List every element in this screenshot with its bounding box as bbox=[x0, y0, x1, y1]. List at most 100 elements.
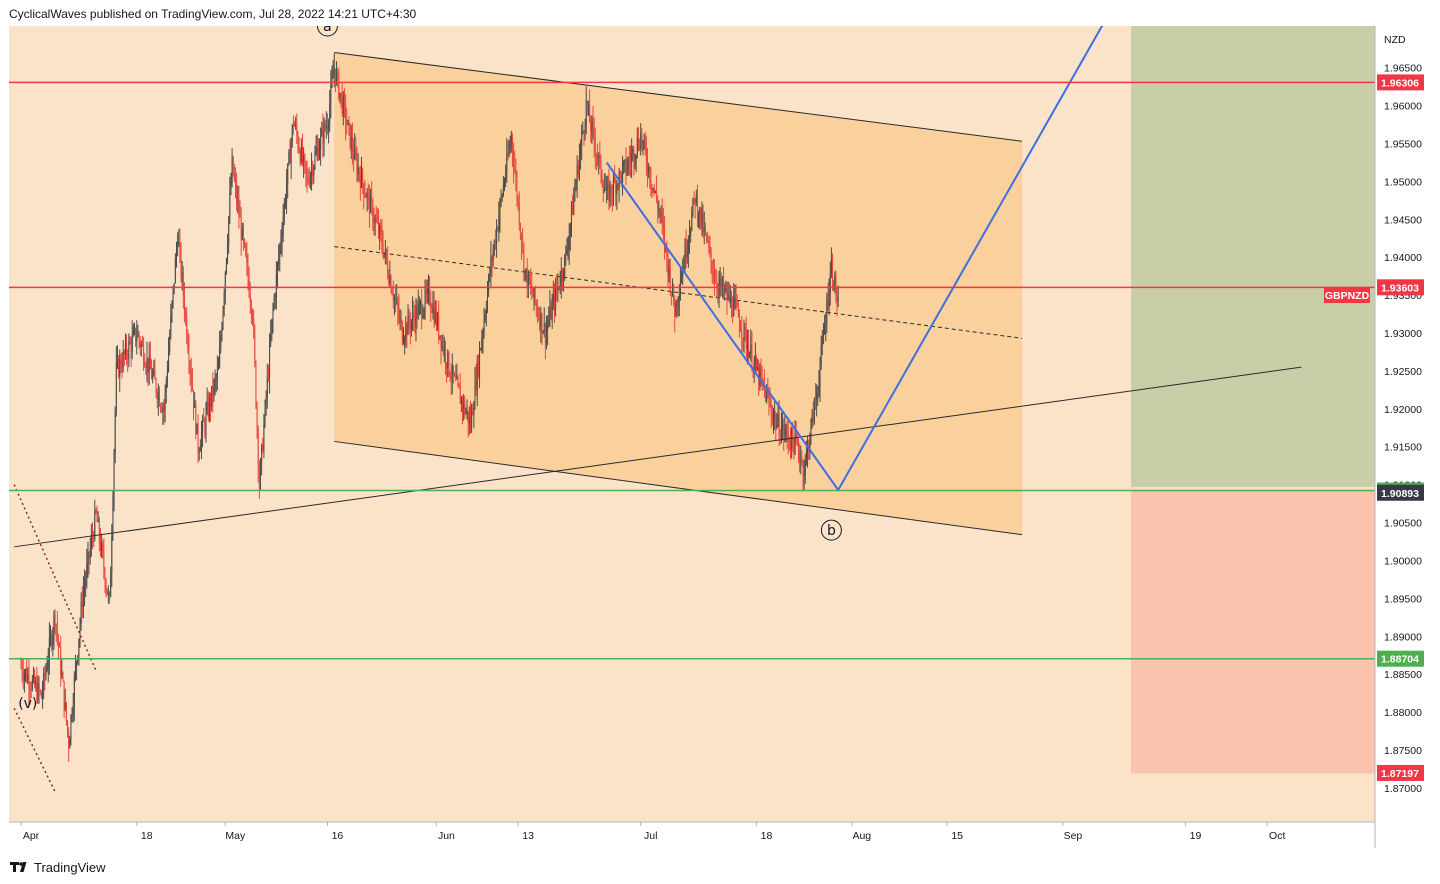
candle-body bbox=[164, 390, 166, 410]
time-tick-label: Apr bbox=[23, 830, 40, 842]
candle-body bbox=[433, 305, 435, 323]
candle-body bbox=[292, 125, 294, 127]
candle-body bbox=[816, 393, 818, 401]
candle-body bbox=[670, 291, 672, 293]
candle-body bbox=[376, 221, 378, 223]
candle-body bbox=[111, 536, 113, 574]
candle-body bbox=[174, 258, 176, 283]
price-badges: 1.963061.936031.909221.887041.908931.871… bbox=[1324, 74, 1424, 781]
candle-body bbox=[418, 302, 420, 305]
candle-body bbox=[800, 460, 802, 463]
candle-body bbox=[155, 379, 157, 393]
tradingview-footer[interactable]: TradingView bbox=[10, 858, 106, 876]
candle-body bbox=[347, 120, 349, 125]
wave-label-circle bbox=[820, 519, 842, 541]
candle-body bbox=[809, 439, 811, 452]
candle-body bbox=[131, 335, 133, 352]
candle-body bbox=[397, 300, 399, 310]
candle-body bbox=[299, 151, 301, 162]
candle-body bbox=[577, 165, 579, 176]
candle-body bbox=[102, 543, 104, 553]
candle-body bbox=[372, 202, 374, 223]
candle-body bbox=[606, 186, 608, 191]
candle-body bbox=[592, 120, 594, 128]
candle-body bbox=[270, 335, 272, 345]
candle-body bbox=[221, 327, 223, 338]
candle-body bbox=[510, 135, 512, 145]
candle-body bbox=[395, 297, 397, 301]
candle-body bbox=[202, 419, 204, 433]
candle-body bbox=[699, 207, 701, 217]
candle-body bbox=[683, 267, 685, 269]
candle-body bbox=[710, 249, 712, 262]
candle-body bbox=[751, 344, 753, 369]
candle-body bbox=[709, 247, 711, 250]
candle-body bbox=[522, 244, 524, 246]
candle-body bbox=[684, 244, 686, 268]
candle-body bbox=[73, 676, 75, 706]
candle-body bbox=[348, 120, 350, 124]
candle-body bbox=[81, 601, 83, 607]
candle-body bbox=[391, 291, 393, 295]
candle-body bbox=[640, 133, 642, 150]
candle-body bbox=[664, 227, 666, 247]
candle-body bbox=[580, 145, 582, 157]
candle-body bbox=[733, 299, 735, 317]
publisher-header: CyclicalWaves published on TradingView.c… bbox=[9, 7, 417, 21]
candle-body bbox=[585, 100, 587, 125]
candle-body bbox=[304, 155, 306, 162]
candle-body bbox=[595, 154, 597, 156]
time-tick-label: Oct bbox=[1269, 830, 1285, 842]
candle-body bbox=[32, 674, 34, 680]
candle-body bbox=[93, 537, 95, 540]
target-zone bbox=[1131, 26, 1375, 487]
candle-body bbox=[181, 272, 183, 277]
candle-body bbox=[31, 679, 33, 689]
candle-body bbox=[753, 361, 755, 370]
candle-body bbox=[126, 343, 128, 356]
candle-body bbox=[590, 122, 592, 132]
candle-body bbox=[89, 548, 91, 559]
candle-body bbox=[373, 222, 375, 224]
candle-body bbox=[197, 423, 199, 453]
candle-body bbox=[139, 340, 141, 347]
candle-body bbox=[146, 357, 148, 368]
candle-body bbox=[356, 156, 358, 174]
price-axis[interactable]: 1.96500 1.96000 1.95500 1.95000 1.94500 1.940… bbox=[1384, 63, 1422, 795]
candle-body bbox=[291, 125, 293, 143]
candle-body bbox=[611, 194, 613, 196]
candle-body bbox=[171, 301, 173, 316]
time-axis[interactable]: Apr 18 May 16 Jun 13 Jul 18 Aug 15 Sep 19 Oct bbox=[20, 822, 1285, 842]
candle-body bbox=[393, 297, 395, 300]
candle-body bbox=[47, 660, 49, 669]
candle-body bbox=[379, 225, 381, 235]
candle-body bbox=[25, 669, 27, 674]
candle-body bbox=[693, 198, 695, 200]
candle-body bbox=[215, 377, 217, 379]
price-badge-label: 1.87197 bbox=[1381, 768, 1419, 780]
candle-body bbox=[786, 427, 788, 434]
candle-body bbox=[694, 198, 696, 205]
candle-body bbox=[821, 337, 823, 345]
candle-body bbox=[568, 235, 570, 249]
candle-body bbox=[717, 288, 719, 292]
candle-body bbox=[582, 131, 584, 133]
candle-body bbox=[337, 71, 339, 73]
candle-body bbox=[101, 543, 103, 552]
candle-body bbox=[200, 432, 202, 448]
candle-body bbox=[207, 402, 209, 417]
candle-body bbox=[517, 197, 519, 202]
candle-body bbox=[570, 204, 572, 225]
candle-body bbox=[676, 301, 678, 307]
candle-body bbox=[264, 402, 266, 425]
candle-body bbox=[608, 183, 610, 202]
candle-body bbox=[759, 369, 761, 386]
candle-body bbox=[162, 407, 164, 412]
price-tick-label: 1.94500 bbox=[1384, 214, 1422, 226]
candle-body bbox=[721, 279, 723, 288]
candle-body bbox=[35, 682, 37, 686]
candle-body bbox=[421, 302, 423, 318]
candle-body bbox=[457, 377, 459, 384]
candle-body bbox=[547, 324, 549, 330]
